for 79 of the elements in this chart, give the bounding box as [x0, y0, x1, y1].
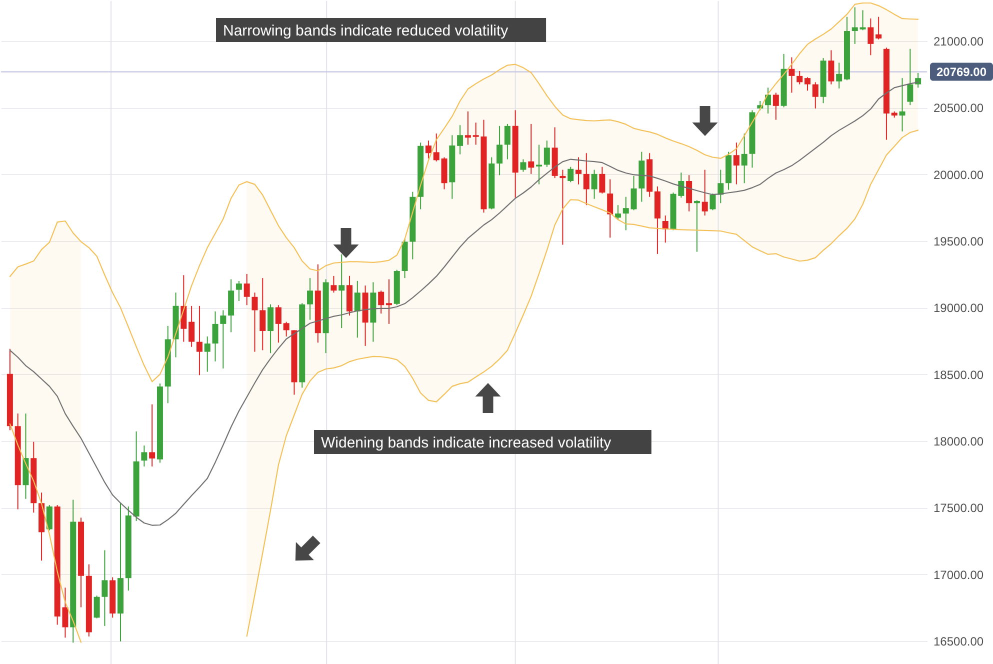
candlestick — [812, 82, 818, 109]
candlestick — [576, 156, 582, 185]
candlestick — [102, 550, 108, 626]
candlestick — [46, 504, 52, 531]
candlestick — [212, 310, 218, 362]
candlestick — [686, 174, 692, 212]
candlestick — [591, 169, 598, 200]
candlestick — [583, 152, 590, 206]
candlestick — [252, 292, 258, 352]
candlestick — [772, 92, 779, 120]
candlestick — [868, 18, 874, 56]
candlestick — [741, 133, 748, 184]
candlestick — [828, 50, 834, 85]
candlestick — [275, 304, 282, 344]
candlestick — [796, 70, 803, 85]
annotation: Narrowing bands indicate reduced volatility — [223, 22, 509, 40]
candlestick — [607, 178, 614, 238]
candlestick — [496, 125, 503, 176]
candlestick — [457, 124, 464, 155]
candlestick — [536, 144, 542, 185]
candlestick — [544, 140, 550, 168]
candlestick — [141, 445, 148, 467]
candlestick — [425, 140, 432, 159]
candlestick — [804, 76, 810, 92]
y-tick-label: 19000.00 — [934, 301, 984, 316]
y-tick-label: 18500.00 — [934, 368, 984, 382]
candlestick — [907, 48, 914, 106]
candlestick — [338, 254, 345, 329]
candlestick — [378, 290, 384, 314]
candlestick — [568, 166, 574, 183]
candlestick — [718, 169, 724, 204]
candlestick — [354, 280, 360, 338]
candlestick — [860, 10, 866, 31]
annotation: Widening bands indicate increased volatility — [321, 434, 612, 452]
y-tick-label: 17500.00 — [934, 501, 984, 516]
candlestick — [836, 62, 842, 89]
candlestick — [188, 305, 195, 348]
candlestick — [244, 273, 250, 306]
candlestick — [386, 278, 392, 324]
line-series — [9, 2, 919, 382]
candlestick — [307, 278, 314, 320]
candlestick — [899, 78, 906, 132]
candlestick — [694, 200, 700, 252]
candlestick — [268, 304, 274, 354]
candlestick — [630, 175, 637, 211]
candlestick — [283, 321, 290, 337]
candlestick — [528, 123, 534, 174]
candlestick — [260, 278, 266, 351]
candlestick — [433, 133, 440, 162]
candlestick — [733, 142, 740, 185]
candlestick — [196, 305, 202, 376]
ref-line-label: 20769.00 — [936, 64, 987, 79]
candlestick — [710, 193, 716, 211]
candlestick — [622, 196, 629, 231]
y-tick-label: 16500.00 — [934, 634, 984, 648]
candlestick — [915, 72, 922, 88]
candlestick — [788, 56, 795, 94]
candlestick — [765, 87, 772, 114]
candlestick — [149, 404, 156, 467]
y-tick-label: 17000.00 — [934, 568, 984, 582]
candlestick — [94, 595, 100, 619]
candlestick — [599, 166, 606, 194]
y-tick-label: 20000.00 — [934, 168, 984, 182]
candlestick — [520, 158, 526, 172]
y-tick-label: 21000.00 — [934, 34, 984, 48]
candlestick — [464, 110, 471, 146]
candlestick — [504, 123, 510, 160]
candlestick — [876, 16, 882, 40]
candlestick — [560, 169, 566, 246]
candlestick — [702, 169, 708, 216]
y-tick-label: 18000.00 — [934, 434, 984, 448]
candlestick — [204, 336, 210, 372]
candlestick — [220, 310, 226, 369]
candlestick — [236, 280, 242, 302]
y-tick-label: 20500.00 — [934, 101, 984, 116]
candlestick — [330, 275, 337, 294]
y-tick-label: 19500.00 — [934, 234, 984, 248]
candlestick — [614, 204, 621, 220]
candlestick — [852, 6, 858, 44]
